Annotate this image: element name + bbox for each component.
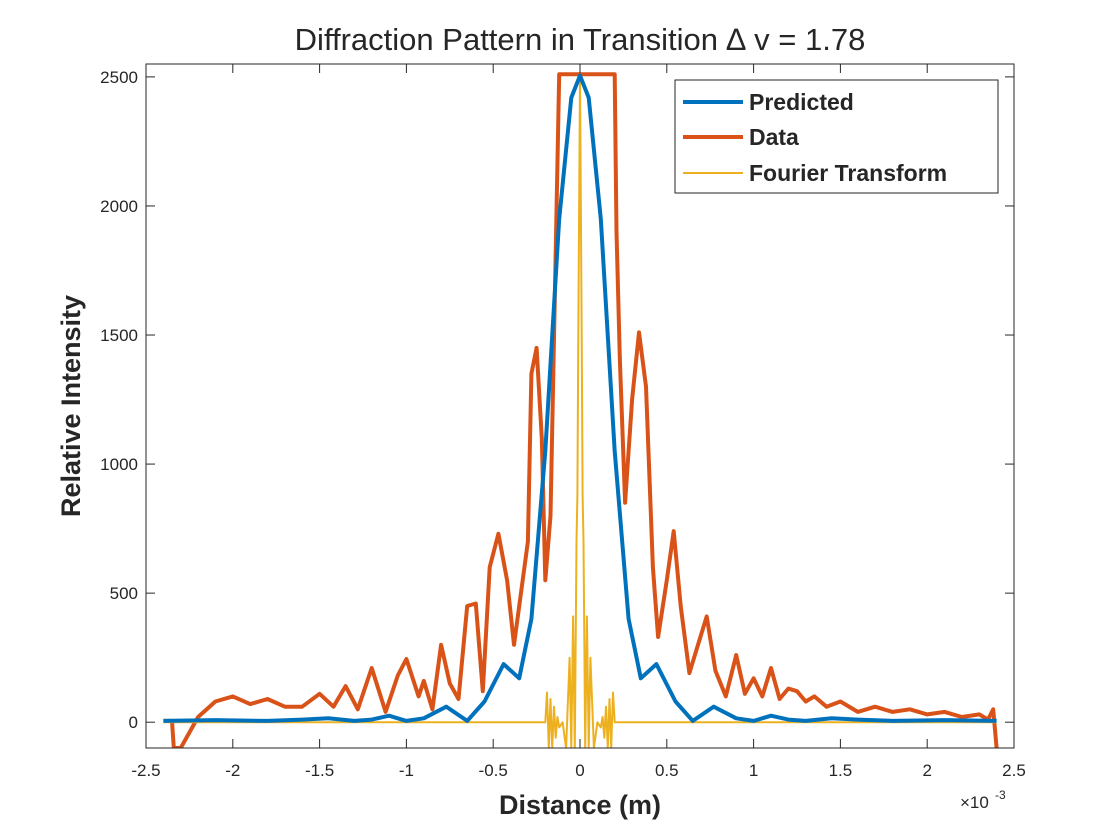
series-line-data bbox=[163, 72, 999, 748]
y-tick-label: 1500 bbox=[100, 326, 138, 345]
x-tick-label: -2.5 bbox=[131, 761, 160, 780]
x-tick-label: -0.5 bbox=[479, 761, 508, 780]
y-tick-label: 500 bbox=[110, 584, 138, 603]
y-tick-label: 2500 bbox=[100, 68, 138, 87]
x-axis-label: Distance (m) bbox=[499, 790, 661, 820]
x-tick-label: 2 bbox=[922, 761, 931, 780]
y-tick-label: 0 bbox=[129, 713, 138, 732]
y-tick-label: 2000 bbox=[100, 197, 138, 216]
legend-label-data: Data bbox=[749, 124, 799, 150]
x-exponent-power: -3 bbox=[995, 788, 1006, 802]
legend-label-predicted: Predicted bbox=[749, 89, 854, 115]
x-tick-label: 0 bbox=[575, 761, 584, 780]
x-tick-label: -1 bbox=[399, 761, 414, 780]
ticks-group: -2.5 -2 -1.5 -1 -0.5 0 0.5 1 1.5 2 2.5 0 500 1000 1500… bbox=[100, 64, 1026, 780]
x-tick-label: -1.5 bbox=[305, 761, 334, 780]
x-tick-label: -2 bbox=[225, 761, 240, 780]
series-line-predicted bbox=[163, 73, 997, 723]
series-group bbox=[163, 72, 999, 748]
x-tick-label: 2.5 bbox=[1002, 761, 1026, 780]
x-exponent: ×10 -3 bbox=[960, 788, 1006, 812]
chart-title: Diffraction Pattern in Transition ∆ v = … bbox=[295, 22, 866, 57]
x-exponent-base: ×10 bbox=[960, 793, 989, 812]
y-tick-label: 1000 bbox=[100, 455, 138, 474]
y-axis-label: Relative Intensity bbox=[56, 295, 86, 517]
x-tick-label: 0.5 bbox=[655, 761, 679, 780]
legend-label-fourier-transform: Fourier Transform bbox=[749, 160, 947, 186]
legend: Predicted Data Fourier Transform bbox=[674, 79, 999, 194]
x-tick-label: 1 bbox=[749, 761, 758, 780]
x-tick-label: 1.5 bbox=[829, 761, 853, 780]
